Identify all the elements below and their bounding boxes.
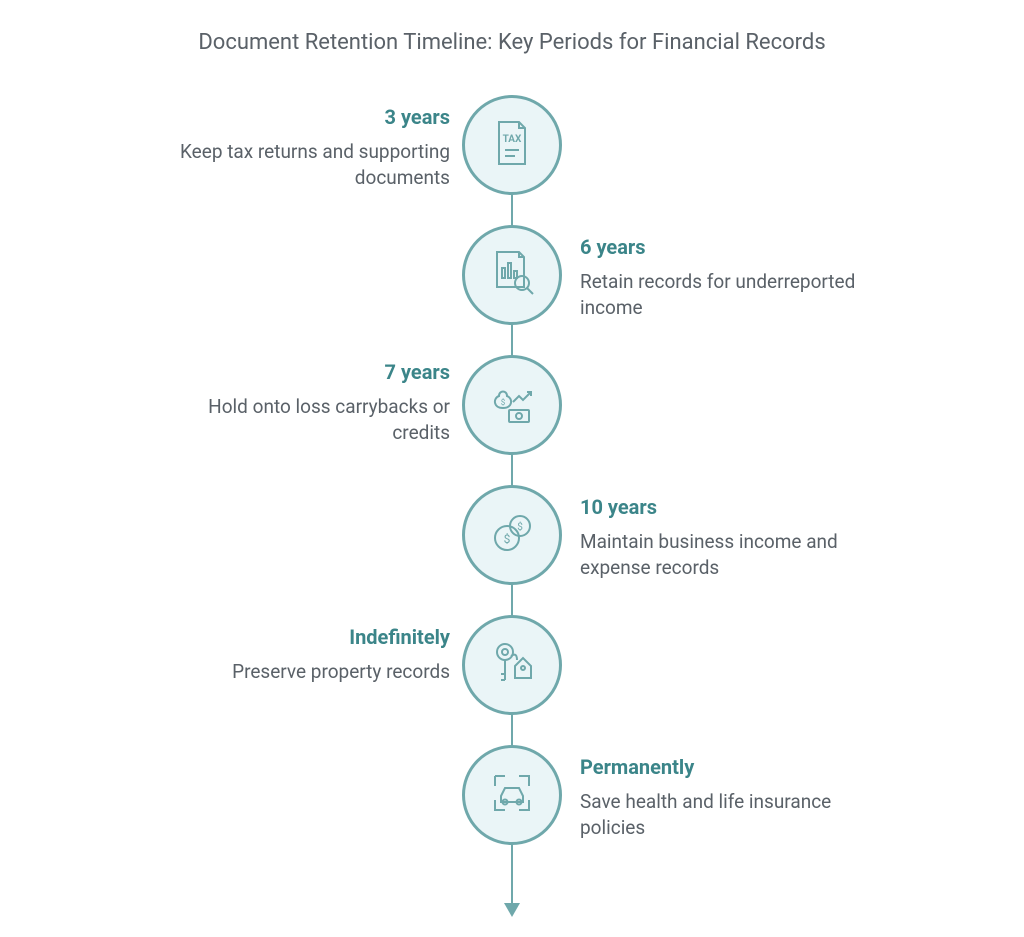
timeline-item: Permanently Save health and life insuran… xyxy=(580,755,880,840)
timeline-node xyxy=(462,745,562,845)
house-key-icon xyxy=(487,638,537,692)
timeline-node: $ xyxy=(462,355,562,455)
retention-description: Save health and life insurance policies xyxy=(580,789,880,840)
timeline-item: Indefinitely Preserve property records xyxy=(150,625,450,685)
retention-period: 7 years xyxy=(150,360,450,384)
timeline-item: 7 years Hold onto loss carrybacks or cre… xyxy=(150,360,450,445)
dollar-coins-icon: $ $ xyxy=(487,508,537,562)
report-magnify-icon xyxy=(487,248,537,302)
timeline-node: TAX xyxy=(462,95,562,195)
timeline-node: $ $ xyxy=(462,485,562,585)
retention-description: Retain records for underreported income xyxy=(580,269,880,320)
car-insurance-icon xyxy=(487,768,537,822)
timeline-container: TAX 3 years Keep tax returns and support… xyxy=(0,95,1024,925)
retention-period: 10 years xyxy=(580,495,880,519)
retention-description: Preserve property records xyxy=(150,659,450,685)
timeline-arrow xyxy=(504,903,520,917)
svg-text:$: $ xyxy=(517,520,523,533)
retention-period: 3 years xyxy=(150,105,450,129)
retention-period: Indefinitely xyxy=(150,625,450,649)
timeline-node xyxy=(462,225,562,325)
svg-text:TAX: TAX xyxy=(503,134,522,145)
svg-text:$: $ xyxy=(504,532,511,546)
svg-text:$: $ xyxy=(501,398,506,407)
retention-description: Keep tax returns and supporting document… xyxy=(150,139,450,190)
retention-period: 6 years xyxy=(580,235,880,259)
retention-description: Maintain business income and expense rec… xyxy=(580,529,880,580)
timeline-item: 6 years Retain records for underreported… xyxy=(580,235,880,320)
retention-period: Permanently xyxy=(580,755,880,779)
timeline-item: 3 years Keep tax returns and supporting … xyxy=(150,105,450,190)
money-growth-icon: $ xyxy=(487,378,537,432)
retention-description: Hold onto loss carrybacks or credits xyxy=(150,394,450,445)
timeline-node xyxy=(462,615,562,715)
timeline-item: 10 years Maintain business income and ex… xyxy=(580,495,880,580)
tax-document-icon: TAX xyxy=(487,118,537,172)
page-title: Document Retention Timeline: Key Periods… xyxy=(0,0,1024,55)
